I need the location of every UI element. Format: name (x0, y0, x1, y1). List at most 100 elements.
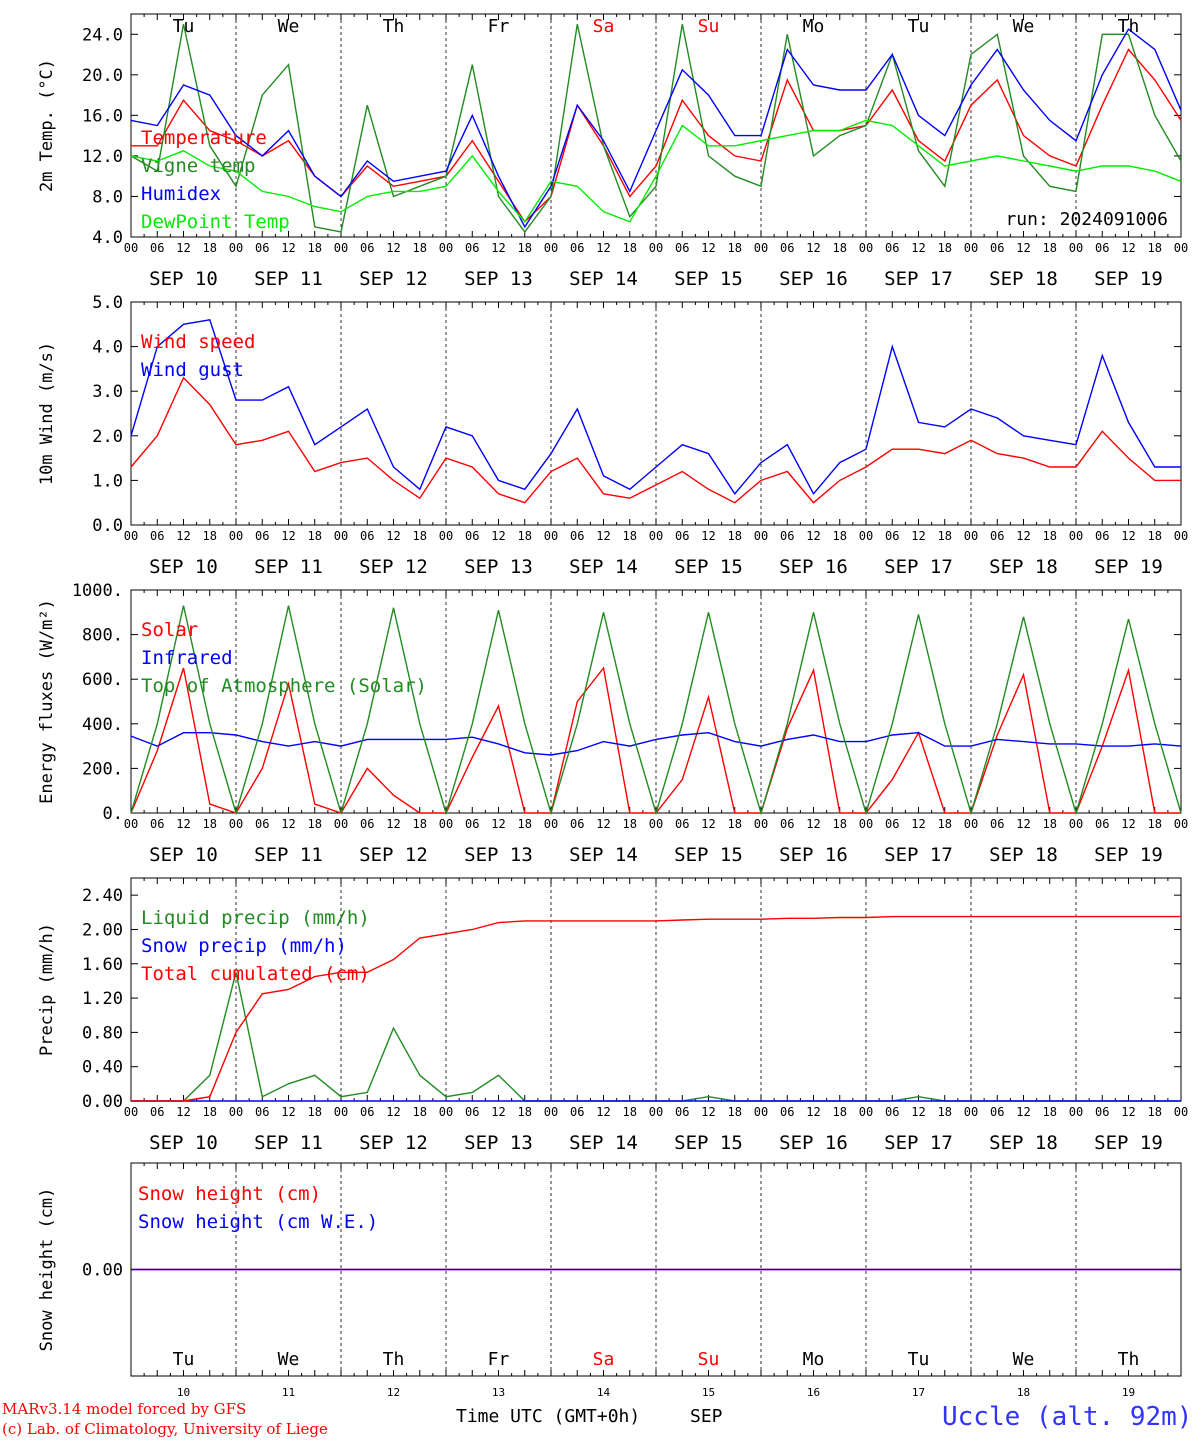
x-hour-label: 18 (728, 1105, 742, 1119)
x-hour-label: 00 (859, 817, 873, 831)
x-date-label: SEP 19 (1094, 268, 1163, 290)
y-tick-label: 1000. (72, 581, 123, 601)
y-tick-label: 16.0 (82, 106, 123, 126)
x-date-label: SEP 16 (779, 556, 848, 578)
x-hour-label: 18 (1148, 817, 1162, 831)
x-hour-label: 18 (413, 1105, 427, 1119)
x-hour-label: 18 (623, 817, 637, 831)
x-axis-month: SEP (690, 1406, 723, 1427)
y-tick-label: 400. (82, 715, 123, 735)
x-hour-label: 06 (255, 241, 269, 255)
x-hour-label: 12 (806, 241, 820, 255)
x-hour-label: 00 (1174, 1105, 1188, 1119)
x-hour-label: 06 (990, 1105, 1004, 1119)
x-hour-label: 06 (255, 529, 269, 543)
x-hour-label: 12 (911, 241, 925, 255)
x-hour-label: 18 (518, 529, 532, 543)
y-tick-label: 800. (82, 626, 123, 646)
x-hour-label: 12 (806, 529, 820, 543)
day-abbr-label: Tu (908, 16, 930, 37)
x-hour-label: 00 (439, 817, 453, 831)
x-hour-label: 00 (964, 1105, 978, 1119)
x-hour-label: 12 (701, 817, 715, 831)
x-hour-label: 00 (1069, 1105, 1083, 1119)
x-hour-label: 06 (885, 817, 899, 831)
x-hour-label: 12 (701, 529, 715, 543)
x-hour-label: 06 (1095, 1105, 1109, 1119)
x-hour-label: 06 (255, 817, 269, 831)
x-hour-label: 12 (701, 241, 715, 255)
x-hour-label: 00 (649, 529, 663, 543)
y-tick-label: 0.00 (82, 1261, 123, 1281)
legend-entry: Snow precip (mm/h) (141, 935, 347, 957)
x-hour-label: 18 (203, 1105, 217, 1119)
x-hour-label: 00 (124, 1105, 138, 1119)
x-date-label: SEP 10 (149, 268, 218, 290)
day-abbr-label: Tu (173, 1349, 195, 1370)
legend-entry: Snow height (cm) (138, 1183, 321, 1205)
x-hour-label: 18 (1043, 1105, 1057, 1119)
y-tick-label: 600. (82, 670, 123, 690)
x-hour-label: 18 (938, 1105, 952, 1119)
day-number-label: 15 (702, 1386, 715, 1399)
x-hour-label: 12 (491, 241, 505, 255)
x-hour-label: 00 (859, 529, 873, 543)
day-abbr-label: Su (698, 16, 720, 37)
x-date-label: SEP 11 (254, 556, 323, 578)
legend-entry: DewPoint Temp (141, 211, 290, 233)
x-hour-label: 18 (203, 241, 217, 255)
x-hour-label: 12 (176, 529, 190, 543)
x-hour-label: 12 (911, 1105, 925, 1119)
day-number-label: 17 (912, 1386, 925, 1399)
x-date-label: SEP 11 (254, 268, 323, 290)
legend-entry: Solar (141, 619, 198, 641)
day-number-label: 18 (1017, 1386, 1030, 1399)
x-hour-label: 12 (1016, 529, 1030, 543)
x-hour-label: 18 (203, 529, 217, 543)
x-hour-label: 06 (885, 1105, 899, 1119)
panel-4: 0.00 0.40 0.80 1.20 1.60 2.00 2.40 Precip (mm/h… (37, 877, 1188, 1154)
x-hour-label: 12 (1016, 241, 1030, 255)
day-number-label: 16 (807, 1386, 820, 1399)
series-line-total-cumulated-cm (131, 915, 1181, 1102)
x-hour-label: 06 (360, 241, 374, 255)
y-tick-label: 3.0 (92, 382, 123, 402)
series-line-infrared (130, 731, 1182, 756)
x-date-label: SEP 13 (464, 268, 533, 290)
x-hour-label: 00 (544, 1105, 558, 1119)
x-hour-label: 18 (518, 817, 532, 831)
y-tick-label: 1.0 (92, 471, 123, 491)
y-tick-label: 0.40 (82, 1058, 123, 1078)
x-hour-label: 06 (780, 1105, 794, 1119)
x-hour-label: 12 (491, 1105, 505, 1119)
x-date-label: SEP 15 (674, 844, 743, 866)
x-hour-label: 18 (1043, 529, 1057, 543)
x-hour-label: 00 (334, 817, 348, 831)
day-abbr-label: Sa (593, 16, 615, 37)
x-hour-label: 06 (675, 241, 689, 255)
y-tick-label: 0. (103, 804, 123, 824)
legend-entry: Snow height (cm W.E.) (138, 1211, 378, 1233)
x-hour-label: 06 (885, 529, 899, 543)
x-date-label: SEP 18 (989, 556, 1058, 578)
legend-entry: Vigne temp (141, 155, 255, 177)
x-hour-label: 18 (308, 529, 322, 543)
y-tick-label: 4.0 (92, 338, 123, 358)
x-date-label: SEP 13 (464, 556, 533, 578)
x-hour-label: 00 (124, 529, 138, 543)
y-tick-label: 2.00 (82, 920, 123, 940)
lab-credit: (c) Lab. of Climatology, University of L… (2, 1420, 328, 1438)
x-hour-label: 12 (176, 1105, 190, 1119)
x-date-label: SEP 15 (674, 1132, 743, 1154)
panel-frame (130, 13, 1182, 238)
x-hour-label: 00 (439, 529, 453, 543)
x-hour-label: 18 (1148, 529, 1162, 543)
x-hour-label: 00 (229, 1105, 243, 1119)
x-hour-label: 12 (596, 1105, 610, 1119)
y-tick-label: 12.0 (82, 147, 123, 167)
x-hour-label: 00 (544, 817, 558, 831)
day-abbr-label: We (1013, 16, 1035, 37)
day-abbr-label: Fr (488, 16, 510, 37)
x-axis-label: Time UTC (GMT+0h) (456, 1406, 641, 1427)
